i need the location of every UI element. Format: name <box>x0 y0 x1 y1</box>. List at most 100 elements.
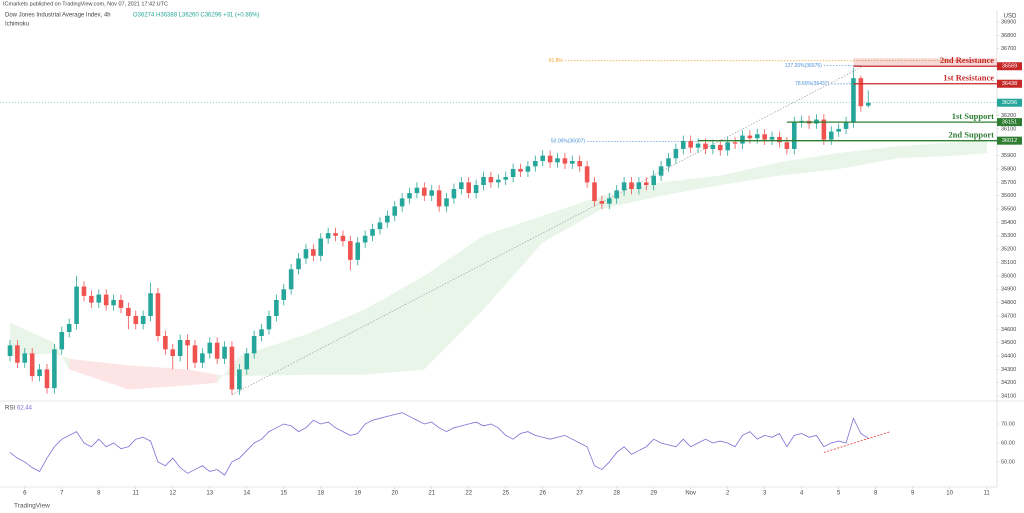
y-tick-label: 36900 <box>1001 19 1016 25</box>
candle-body <box>466 182 472 194</box>
candle-body <box>791 122 797 149</box>
y-tick-label: 60.00 <box>1001 440 1015 446</box>
level-label: 1st Support <box>952 111 994 121</box>
candle-body <box>237 369 242 390</box>
candle-body <box>843 122 849 129</box>
candle-body <box>496 179 501 183</box>
y-tick-label: 35900 <box>1001 153 1016 159</box>
candle-body <box>688 140 693 148</box>
x-tick-label: 28 <box>613 491 620 497</box>
ichimoku-cloud <box>365 275 425 375</box>
candle-body <box>259 329 264 337</box>
candle-body <box>503 177 509 180</box>
y-tick-label: 34100 <box>1001 394 1016 400</box>
candle-body <box>59 331 65 350</box>
x-tick-label: 19 <box>354 491 361 497</box>
x-tick-label: 7 <box>60 491 64 497</box>
candle-body <box>244 353 250 370</box>
x-tick-label: 29 <box>650 491 657 497</box>
candle-body <box>118 299 124 308</box>
candle-body <box>96 294 102 303</box>
candle-body <box>540 155 546 161</box>
y-tick-label: 35400 <box>1001 220 1016 226</box>
y-tick-label: 36700 <box>1001 46 1016 52</box>
resistance-zone <box>853 58 997 67</box>
candle-body <box>599 201 605 204</box>
publisher: ICmarkets published on TradingView.com, … <box>3 1 168 7</box>
x-tick-label: 10 <box>946 491 953 497</box>
level-label: 2nd Support <box>948 130 994 140</box>
x-tick-label: 11 <box>984 491 991 497</box>
ichimoku-cloud <box>54 342 70 370</box>
y-tick-label: 35200 <box>1001 247 1016 253</box>
candle-body <box>288 269 294 290</box>
ichimoku-cloud <box>239 334 306 377</box>
candle-body <box>140 315 146 324</box>
symbol: Dow Jones Industrial Average Index, 4h <box>5 13 111 19</box>
candle-body <box>562 158 568 164</box>
candle-body <box>15 345 20 363</box>
candle-body <box>296 258 301 270</box>
indicator-value: 62.44 <box>17 406 33 412</box>
candle-body <box>769 136 775 140</box>
candle-body <box>133 315 139 324</box>
candle-body <box>311 249 316 256</box>
candle-body <box>214 342 220 359</box>
candle-body <box>89 295 94 303</box>
price-tag <box>997 62 1022 71</box>
x-tick-label: 27 <box>576 491 583 497</box>
candle-body <box>444 198 449 207</box>
candle-body <box>865 102 871 106</box>
y-tick-label: 35700 <box>1001 180 1016 186</box>
candle-body <box>362 235 368 243</box>
fib-label: 50.00%(36007) <box>551 139 586 145</box>
ichimoku-cloud <box>661 175 721 196</box>
candle-body <box>436 190 442 207</box>
fib-label: 78.60%(36437) <box>795 81 830 87</box>
ichimoku-cloud <box>128 365 188 390</box>
candle-body <box>29 353 35 377</box>
candle-body <box>303 249 309 259</box>
candle-body <box>555 158 560 163</box>
y-tick-label: 70.00 <box>1001 421 1015 427</box>
candle-body <box>828 131 834 140</box>
candle-body <box>399 198 405 207</box>
candle-body <box>643 182 649 186</box>
x-tick-label: 25 <box>502 491 509 497</box>
candle-body <box>658 166 664 176</box>
rsi-trendline <box>823 431 891 453</box>
candle-body <box>325 233 331 239</box>
ichimoku-cloud <box>957 139 987 156</box>
candle-body <box>651 175 656 186</box>
ichimoku-cloud <box>542 195 602 243</box>
candle-body <box>525 166 531 172</box>
y-tick-label: 35500 <box>1001 207 1016 213</box>
candle-body <box>407 193 412 199</box>
y-tick-label: 34400 <box>1001 353 1016 359</box>
candle-body <box>629 182 634 190</box>
candle-body <box>155 293 161 337</box>
candle-body <box>52 349 57 389</box>
candle-body <box>200 353 205 363</box>
candle-body <box>747 135 753 139</box>
candle-body <box>81 286 87 296</box>
candle-body <box>103 294 109 306</box>
ichimoku-cloud <box>720 162 780 186</box>
ichimoku-cloud <box>305 309 366 375</box>
candle-body <box>858 78 864 107</box>
x-tick-label: 3 <box>763 491 767 497</box>
candle-body <box>725 142 730 151</box>
y-tick-label: 35000 <box>1001 273 1016 279</box>
price-tag <box>997 118 1022 127</box>
price-tag-label: 36569 <box>1002 64 1017 70</box>
candle-body <box>340 235 346 242</box>
candle-body <box>570 160 575 164</box>
candle-body <box>851 78 856 123</box>
y-tick-label: 34700 <box>1001 313 1016 319</box>
ichimoku-cloud <box>424 235 484 370</box>
y-tick-label: 35100 <box>1001 260 1016 266</box>
ichimoku-cloud <box>69 358 129 390</box>
candle-body <box>459 182 464 190</box>
candle-body <box>266 315 272 330</box>
